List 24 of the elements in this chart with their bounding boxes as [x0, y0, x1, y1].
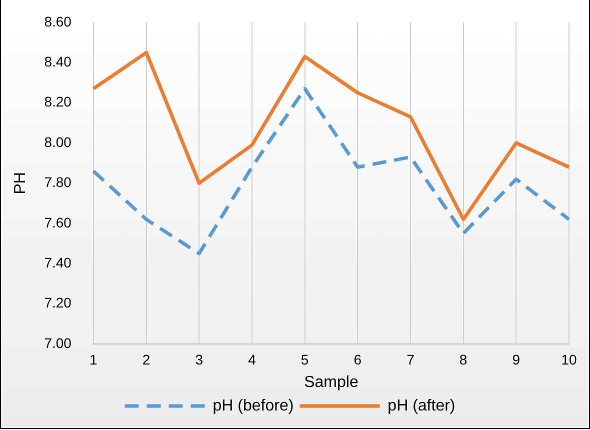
y-tick-label: 8.40: [44, 53, 72, 70]
x-axis-title: Sample: [304, 374, 358, 391]
x-tick-label: 7: [406, 351, 415, 368]
legend-label: pH (after): [388, 397, 456, 414]
x-tick-label: 10: [561, 351, 577, 368]
y-tick-label: 7.00: [44, 334, 72, 351]
y-tick-label: 8.00: [44, 134, 72, 150]
x-tick-label: 9: [512, 351, 520, 368]
x-tick-label: 2: [142, 351, 150, 368]
y-axis-title: PH: [12, 172, 30, 194]
x-tick-label: 8: [459, 351, 468, 368]
y-tick-label: 8.20: [44, 94, 72, 110]
x-tick-label: 1: [90, 351, 98, 368]
x-tick-label: 4: [248, 351, 256, 368]
y-tick-label: 8.60: [44, 13, 72, 30]
x-tick-label: 6: [354, 351, 362, 368]
y-tick-label: 7.60: [44, 214, 72, 230]
x-tick-label: 5: [300, 351, 309, 368]
legend-label: pH (before): [212, 397, 294, 414]
line-series: [92, 86, 571, 256]
y-tick-label: 7.80: [44, 174, 72, 190]
x-tick-label: 3: [195, 351, 204, 368]
y-tick-label: 7.20: [44, 294, 72, 311]
y-tick-label: 7.40: [44, 254, 72, 270]
